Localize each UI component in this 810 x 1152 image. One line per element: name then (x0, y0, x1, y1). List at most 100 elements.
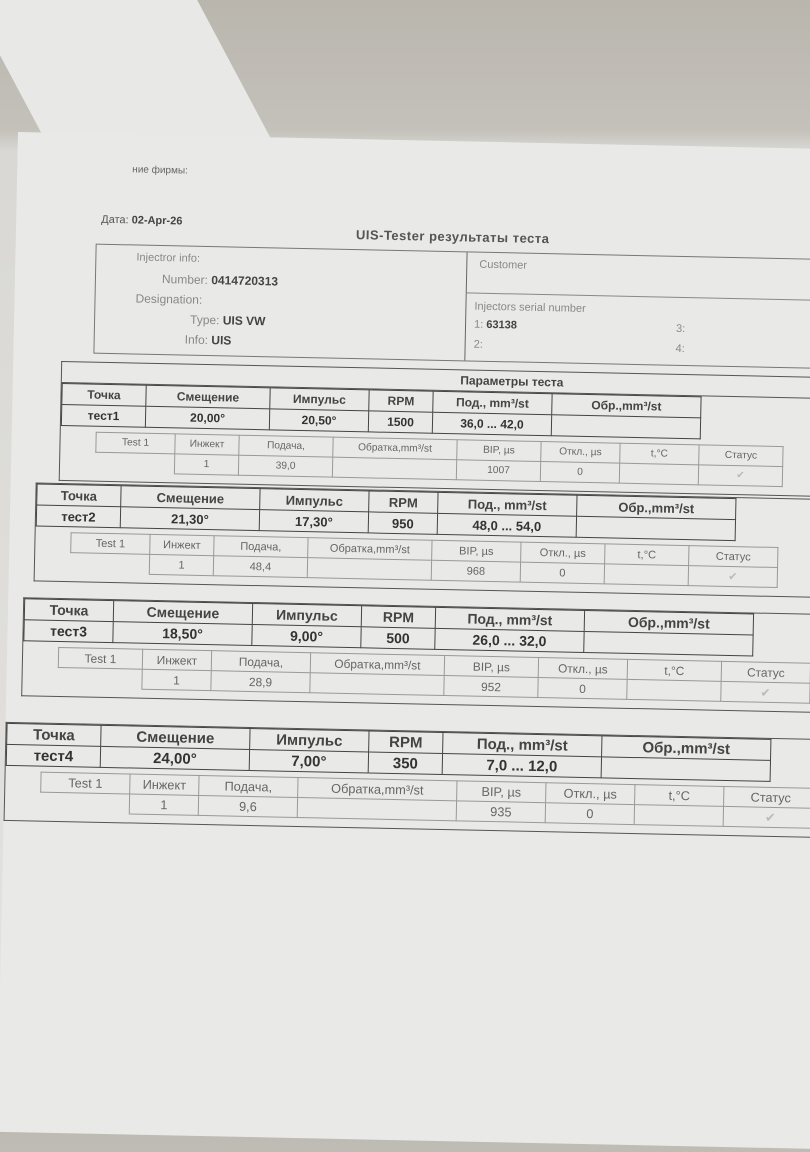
result-deviation: 0 (520, 562, 605, 584)
result-injector: 1 (149, 554, 214, 576)
params-header-cell: Точка (24, 598, 114, 622)
checkmark-icon: ✔ (764, 809, 776, 825)
params-offset: 20,00° (145, 406, 270, 430)
params-header-cell: Точка (36, 483, 122, 507)
test-blocks: Параметры теста Точка Смещение Импульс RPM По… (3, 132, 810, 840)
params-header-cell: Под., mm³/st (432, 391, 553, 415)
result-temp (634, 804, 724, 827)
result-supply: 48,4 (213, 555, 308, 578)
result-header-cell: t,°C (604, 543, 689, 566)
number-field: Number: 0414720313 (162, 272, 278, 288)
result-supply: 9,6 (198, 795, 298, 818)
result-deviation: 0 (537, 677, 628, 700)
result-header-cell: Откл., µs (540, 441, 621, 464)
serial-value: 63138 (486, 318, 518, 332)
result-spacer (57, 667, 143, 690)
params-header-cell: Импульс (249, 728, 370, 752)
result-return (332, 457, 457, 480)
result-injector: 1 (129, 793, 199, 816)
params-rpm: 500 (360, 626, 436, 650)
firm-name-label: ние фирмы: (132, 164, 189, 177)
report-date: Дата: 02-Apr-26 (101, 214, 182, 228)
result-bip: 968 (431, 560, 521, 583)
params-rpm: 950 (368, 511, 438, 535)
info-value: UIS (211, 333, 232, 348)
result-deviation: 0 (540, 461, 620, 484)
result-header-cell: Подача, (211, 650, 311, 673)
params-pulse: 9,00° (251, 624, 362, 648)
result-header-cell: t,°C (627, 659, 722, 682)
type-label: Type: (189, 312, 220, 328)
params-return (583, 631, 754, 657)
params-header-cell: Импульс (259, 488, 370, 512)
result-header-cell: Обратка,mm³/st (310, 652, 445, 676)
result-header-cell: Откл., µs (545, 782, 635, 805)
test-block-2: Точка Смещение Импульс RPM Под., mm³/st Обр.,… (33, 482, 810, 601)
result-header-cell: Подача, (198, 775, 299, 798)
result-header-cell: Откл., µs (520, 542, 606, 564)
serial-4: 4: (675, 342, 685, 356)
result-status: ✔ (720, 681, 810, 704)
result-bip: 1007 (456, 459, 541, 482)
result-header-cell: Инжект (142, 649, 212, 671)
params-point: тест4 (6, 744, 101, 768)
result-header-cell: Обратка,mm³/st (332, 437, 458, 460)
result-deviation: 0 (545, 802, 635, 825)
params-header-cell: Точка (61, 383, 147, 407)
result-temp (604, 563, 689, 586)
result-injector: 1 (174, 453, 239, 476)
result-return (309, 672, 445, 696)
params-header-cell: RPM (368, 730, 444, 754)
params-return (576, 516, 736, 541)
result-header-cell: Подача, (213, 535, 309, 558)
params-supply: 26,0 ... 32,0 (434, 628, 585, 653)
result-spacer (40, 792, 130, 814)
result-header-cell: Test 1 (70, 532, 151, 555)
result-header-cell: Откл., µs (538, 657, 628, 680)
result-header-cell: Статус (688, 545, 778, 568)
test-block-3: Точка Смещение Импульс RPM Под., mm³/st Обр.,… (21, 597, 810, 716)
result-header-cell: Инжект (174, 433, 240, 456)
number-label: Number: (161, 272, 209, 288)
params-header-cell: RPM (368, 389, 434, 413)
params-header-cell: RPM (368, 490, 439, 514)
report-title: UIS-Tester результаты теста (355, 227, 550, 247)
info-field: Info: UIS (185, 333, 232, 348)
params-header-cell: Смещение (120, 485, 261, 510)
serial-number-label: Injectors serial number (474, 300, 586, 315)
checkmark-icon: ✔ (736, 470, 745, 482)
result-spacer (70, 552, 150, 575)
result-temp (619, 463, 699, 485)
result-header-cell: Статус (723, 786, 810, 809)
type-value: UIS VW (222, 313, 266, 329)
params-header-cell: Смещение (145, 385, 271, 409)
injector-info-box: Injectror info: Number: 0414720313 Desig… (93, 243, 810, 370)
result-temp (626, 679, 722, 702)
params-header-cell: Под., mm³/st (437, 492, 578, 517)
params-header-cell: Импульс (252, 603, 362, 627)
params-header-cell: Смещение (113, 600, 253, 625)
result-header-cell: BIP, µs (456, 439, 542, 462)
date-value: 02-Apr-26 (131, 214, 183, 228)
info-label: Info: (184, 332, 209, 348)
result-header-cell: Инжект (129, 773, 200, 796)
serial-2: 2: (473, 338, 483, 351)
params-rpm: 1500 (368, 410, 433, 434)
result-header-cell: Test 1 (40, 772, 131, 794)
serial-1: 1: 63138 (474, 319, 517, 332)
checkmark-icon: ✔ (760, 685, 771, 700)
number-value: 0414720313 (211, 273, 279, 289)
result-header-cell: t,°C (634, 784, 724, 807)
test-result-table: Test 1 Инжект Подача, Обратка,mm³/st BIP, µs… (70, 532, 779, 588)
result-header-cell: Подача, (238, 435, 334, 458)
params-point: тест2 (36, 504, 121, 528)
test-report-page: ние фирмы: Дата: 02-Apr-26 UIS-Tester ре… (0, 132, 810, 1151)
params-supply: 36,0 ... 42,0 (432, 412, 552, 436)
params-point: тест1 (61, 404, 146, 428)
params-header-cell: Импульс (269, 387, 370, 411)
params-supply: 7,0 ... 12,0 (442, 753, 602, 778)
date-label: Дата: (101, 213, 129, 227)
params-offset: 21,30° (120, 506, 260, 531)
result-header-cell: BIP, µs (444, 655, 539, 678)
result-header-cell: Test 1 (95, 432, 176, 454)
